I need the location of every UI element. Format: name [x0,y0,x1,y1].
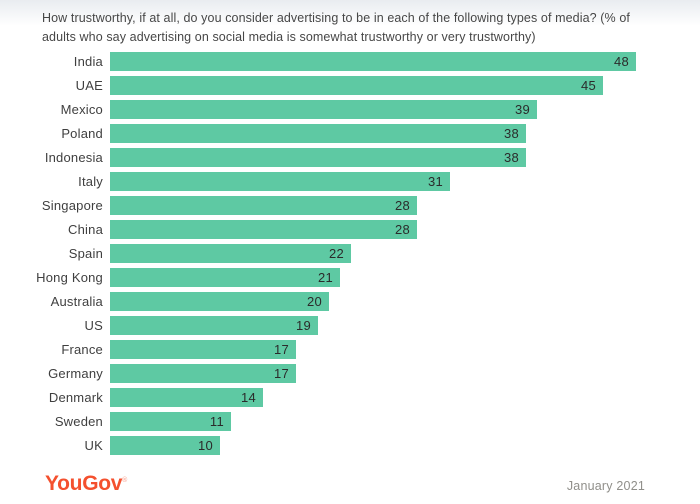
bar-row: Germany 17 [0,364,700,383]
country-label: US [84,318,103,333]
bar: 17 [110,340,296,359]
bar-row: Italy 31 [0,172,700,191]
chart-title-line-1: How trustworthy, if at all, do you consi… [42,11,630,25]
bar-value: 14 [240,390,256,405]
bar-row: US 19 [0,316,700,335]
bar-track: 21 [110,268,700,287]
country-label: Australia [50,294,103,309]
bar: 39 [110,100,537,119]
footer: YouGov® January 2021 [0,464,700,504]
country-label: Sweden [54,414,103,429]
bar-track: 28 [110,196,700,215]
bar-row: Sweden 11 [0,412,700,431]
bar-value: 28 [394,198,410,213]
bar-row: UK 10 [0,436,700,455]
country-label: India [73,54,103,69]
bar-value: 28 [394,222,410,237]
country-label: China [68,222,103,237]
bar-row: Denmark 14 [0,388,700,407]
bar-track: 38 [110,148,700,167]
bar-value: 48 [613,54,629,69]
bar-track: 31 [110,172,700,191]
bar: 17 [110,364,296,383]
footer-date: January 2021 [566,479,645,493]
bar-row: Indonesia 38 [0,148,700,167]
yougov-logo: YouGov® [45,472,127,496]
country-label: Poland [61,126,103,141]
country-label: UAE [75,78,103,93]
bar: 14 [110,388,263,407]
bar: 21 [110,268,340,287]
bar-row: Australia 20 [0,292,700,311]
bar: 11 [110,412,231,431]
bar-value: 39 [514,102,530,117]
bar-track: 11 [110,412,700,431]
bar-value: 17 [273,342,289,357]
bar-track: 14 [110,388,700,407]
bar-value: 38 [503,126,519,141]
bar: 10 [110,436,220,455]
bar-value: 10 [197,438,213,453]
country-label: Indonesia [44,150,103,165]
country-label: Mexico [60,102,103,117]
bar-row: India 48 [0,52,700,71]
bar-track: 39 [110,100,700,119]
bar-track: 17 [110,364,700,383]
bar-row: UAE 45 [0,76,700,95]
bar-value: 20 [306,294,322,309]
bar-row: Singapore 28 [0,196,700,215]
bar: 19 [110,316,318,335]
bar-value: 11 [209,414,224,429]
bar-value: 38 [503,150,519,165]
yougov-logo-text: YouGov [45,472,123,495]
bar-row: China 28 [0,220,700,239]
chart-title: How trustworthy, if at all, do you consi… [42,9,672,47]
country-label: Germany [48,366,103,381]
country-label: France [61,342,103,357]
bar-value: 21 [317,270,333,285]
bar-track: 22 [110,244,700,263]
bar-chart: India 48 UAE 45 Mexico 39 [0,52,700,460]
bar-value: 45 [580,78,596,93]
bar-track: 17 [110,340,700,359]
bar-track: 28 [110,220,700,239]
bar-value: 22 [328,246,344,261]
bar-track: 19 [110,316,700,335]
bar-track: 45 [110,76,700,95]
bar: 38 [110,124,526,143]
registered-trademark-icon: ® [122,477,128,484]
bar: 28 [110,196,417,215]
bar-value: 19 [295,318,311,333]
bar: 22 [110,244,351,263]
bar-track: 48 [110,52,700,71]
bar-row: Spain 22 [0,244,700,263]
bar-row: Poland 38 [0,124,700,143]
bar: 31 [110,172,450,191]
country-label: Singapore [41,198,103,213]
country-label: Italy [78,174,103,189]
country-label: Spain [68,246,103,261]
bar-track: 38 [110,124,700,143]
bar-row: Mexico 39 [0,100,700,119]
bar-track: 20 [110,292,700,311]
bar: 38 [110,148,526,167]
country-label: UK [84,438,103,453]
bar: 48 [110,52,636,71]
bar-value: 31 [427,174,443,189]
bar-track: 10 [110,436,700,455]
country-label: Denmark [48,390,103,405]
chart-title-line-2: adults who say advertising on social med… [42,30,536,44]
bar-row: Hong Kong 21 [0,268,700,287]
bar-value: 17 [273,366,289,381]
bar: 28 [110,220,417,239]
country-label: Hong Kong [36,270,103,285]
bar-row: France 17 [0,340,700,359]
bar: 45 [110,76,603,95]
bar: 20 [110,292,329,311]
